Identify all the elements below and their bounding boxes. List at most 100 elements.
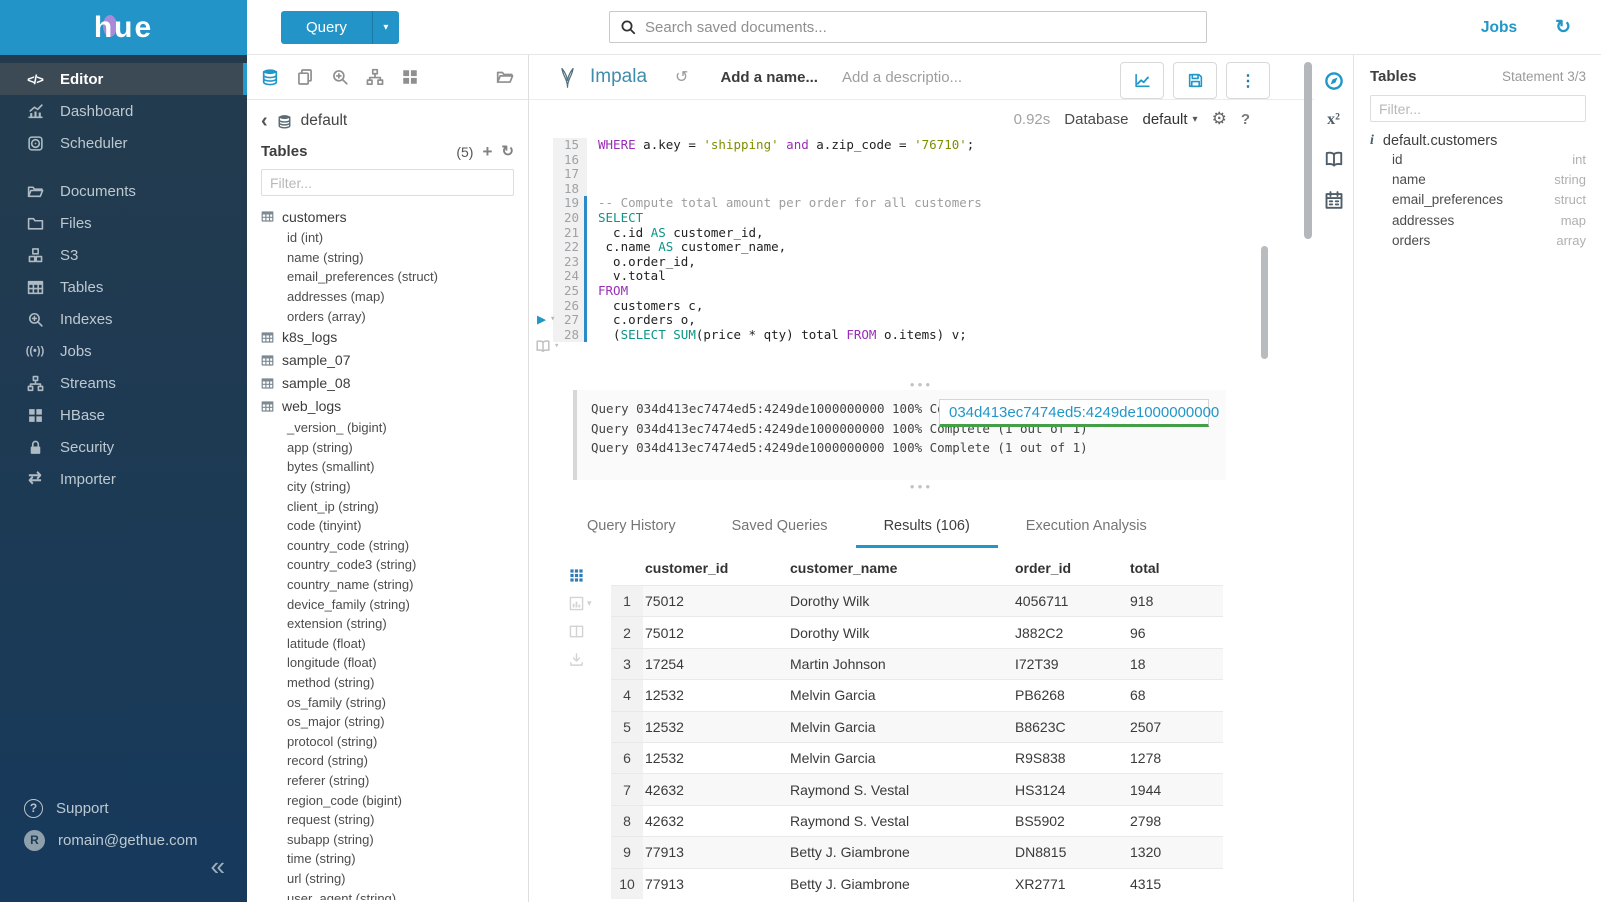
tree-column[interactable]: email_preferences (struct) <box>287 269 438 285</box>
sidebar-item-importer[interactable]: ⇄ Importer <box>0 463 247 495</box>
sidebar-item-support[interactable]: ? Support <box>0 792 247 824</box>
tree-column[interactable]: url (string) <box>287 870 346 886</box>
folder-icon[interactable] <box>496 68 514 86</box>
tree-column[interactable]: country_code (string) <box>287 537 410 553</box>
table-row[interactable]: 10 77913 Betty J. Giambrone XR2771 4315 <box>611 868 1223 900</box>
tree-column[interactable]: app (string) <box>287 439 353 455</box>
sidebar-item-dashboard[interactable]: Dashboard <box>0 95 247 127</box>
tab-query-history[interactable]: Query History <box>587 518 676 534</box>
tree-column[interactable]: orders (array) <box>287 308 366 324</box>
chart-settings-button[interactable] <box>1120 62 1164 99</box>
column-header-customer_name[interactable]: customer_name <box>790 560 898 576</box>
tree-column[interactable]: city (string) <box>287 479 351 495</box>
calendar-icon[interactable] <box>1324 190 1344 210</box>
table-filter-input[interactable] <box>261 169 514 196</box>
tree-table-k8s_logs[interactable]: k8s_logs <box>261 326 514 349</box>
tree-column[interactable]: country_name (string) <box>287 577 414 593</box>
database-icon[interactable] <box>261 68 279 86</box>
copy-icon[interactable] <box>296 68 314 86</box>
tree-column[interactable]: request (string) <box>287 812 375 828</box>
code-scrollbar[interactable] <box>1261 246 1268 359</box>
history-icon[interactable]: ↻ <box>1555 17 1571 38</box>
hue-logo[interactable]: hue <box>0 0 247 55</box>
results-column-split-button[interactable] <box>569 624 611 639</box>
sidebar-item-security[interactable]: Security <box>0 431 247 463</box>
tree-column[interactable]: extension (string) <box>287 616 387 632</box>
column-header-customer_id[interactable]: customer_id <box>645 560 729 576</box>
right-column-orders[interactable]: orders array <box>1370 231 1586 251</box>
new-query-button[interactable]: Query ▾ <box>281 11 399 44</box>
tree-column[interactable]: bytes (smallint) <box>287 459 375 475</box>
compass-icon[interactable] <box>1324 71 1344 91</box>
tree-column[interactable]: method (string) <box>287 674 375 690</box>
sidebar-item-hbase[interactable]: HBase <box>0 399 247 431</box>
tree-table-sample_08[interactable]: sample_08 <box>261 372 514 395</box>
active-table-name[interactable]: default.customers <box>1382 133 1498 149</box>
jobs-link[interactable]: Jobs <box>1480 18 1518 36</box>
table-row[interactable]: 1 75012 Dorothy Wilk 4056711 918 <box>611 585 1223 617</box>
column-header-order_id[interactable]: order_id <box>1015 560 1072 576</box>
sidebar-item-account[interactable]: R romain@gethue.com <box>0 824 247 856</box>
sidebar-item-jobs[interactable]: ((•)) Jobs <box>0 335 247 367</box>
right-column-email_preferences[interactable]: email_preferences struct <box>1370 190 1586 210</box>
zoom-plus-icon[interactable] <box>331 68 349 86</box>
table-row[interactable]: 3 17254 Martin Johnson I72T39 18 <box>611 648 1223 680</box>
tree-column[interactable]: referer (string) <box>287 772 370 788</box>
sidebar-item-editor[interactable]: </> Editor <box>0 63 247 95</box>
table-row[interactable]: 4 12532 Melvin Garcia PB6268 68 <box>611 679 1223 712</box>
tree-column[interactable]: os_family (string) <box>287 694 386 710</box>
search-input[interactable] <box>645 18 1196 36</box>
tree-table-sample_07[interactable]: sample_07 <box>261 349 514 372</box>
database-name[interactable]: default <box>300 112 348 129</box>
sidebar-item-s3[interactable]: S3 <box>0 239 247 271</box>
tree-column[interactable]: latitude (float) <box>287 635 366 651</box>
tab-saved-queries[interactable]: Saved Queries <box>731 518 828 534</box>
tab-execution-analysis[interactable]: Execution Analysis <box>1025 518 1147 534</box>
add-table-icon[interactable]: + <box>482 142 493 161</box>
right-filter-input[interactable] <box>1370 95 1586 122</box>
table-row[interactable]: 7 42632 Raymond S. Vestal HS3124 1944 <box>611 773 1223 806</box>
engine-name[interactable]: Impala <box>590 66 648 87</box>
save-button[interactable] <box>1173 62 1217 99</box>
sidebar-item-indexes[interactable]: Indexes <box>0 303 247 335</box>
refresh-icon[interactable]: ↻ <box>501 143 514 160</box>
query-id-popover[interactable]: 034d413ec7474ed5:4249de1000000000 <box>939 399 1219 427</box>
tab-results-106-[interactable]: Results (106) <box>855 506 998 548</box>
query-caret-down-icon[interactable]: ▾ <box>371 11 399 44</box>
query-history-icon[interactable]: ↺ <box>675 69 689 86</box>
query-button-label[interactable]: Query <box>306 19 347 36</box>
sidebar-item-scheduler[interactable]: Scheduler <box>0 127 247 159</box>
column-header-total[interactable]: total <box>1130 560 1160 576</box>
grid4-icon[interactable] <box>401 68 419 86</box>
database-selector[interactable]: default ▾ <box>1143 111 1198 128</box>
settings-gear-icon[interactable]: ⚙ <box>1211 109 1227 128</box>
tree-column[interactable]: region_code (bigint) <box>287 792 402 808</box>
tree-table-customers[interactable]: customers <box>261 205 514 228</box>
resize-handle-bottom[interactable]: ●●● <box>909 481 934 491</box>
sidebar-item-files[interactable]: Files <box>0 207 247 239</box>
tree-table-web_logs[interactable]: web_logs <box>261 395 514 418</box>
sidebar-item-streams[interactable]: Streams <box>0 367 247 399</box>
help-icon[interactable]: ? <box>1240 110 1250 128</box>
tree-column[interactable]: name (string) <box>287 249 364 265</box>
results-chart-bar-button[interactable]: ▾ <box>569 596 611 611</box>
table-row[interactable]: 5 12532 Melvin Garcia B8623C 2507 <box>611 711 1223 743</box>
collapse-sidebar-icon[interactable]: « <box>210 851 225 881</box>
tree-column[interactable]: os_major (string) <box>287 714 385 730</box>
sidebar-item-documents[interactable]: Documents <box>0 175 247 207</box>
tree-column[interactable]: device_family (string) <box>287 596 410 612</box>
open-book-icon[interactable] <box>1324 149 1344 169</box>
tree-column[interactable]: protocol (string) <box>287 733 378 749</box>
tree-column[interactable]: user_agent (string) <box>287 890 397 900</box>
tree-column[interactable]: time (string) <box>287 851 356 867</box>
right-column-name[interactable]: name string <box>1370 169 1586 189</box>
tree-column[interactable]: subapp (string) <box>287 831 374 847</box>
table-row[interactable]: 9 77913 Betty J. Giambrone DN8815 1320 <box>611 836 1223 869</box>
tree-column[interactable]: country_code3 (string) <box>287 557 417 573</box>
execute-button[interactable]: ▶ ▾ <box>537 310 555 328</box>
main-scrollbar[interactable] <box>1304 62 1312 239</box>
tree-column[interactable]: code (tinyint) <box>287 518 362 534</box>
tree-column[interactable]: longitude (float) <box>287 655 377 671</box>
tree-column[interactable]: addresses (map) <box>287 289 385 305</box>
database-breadcrumb[interactable]: ‹ default <box>261 111 514 131</box>
